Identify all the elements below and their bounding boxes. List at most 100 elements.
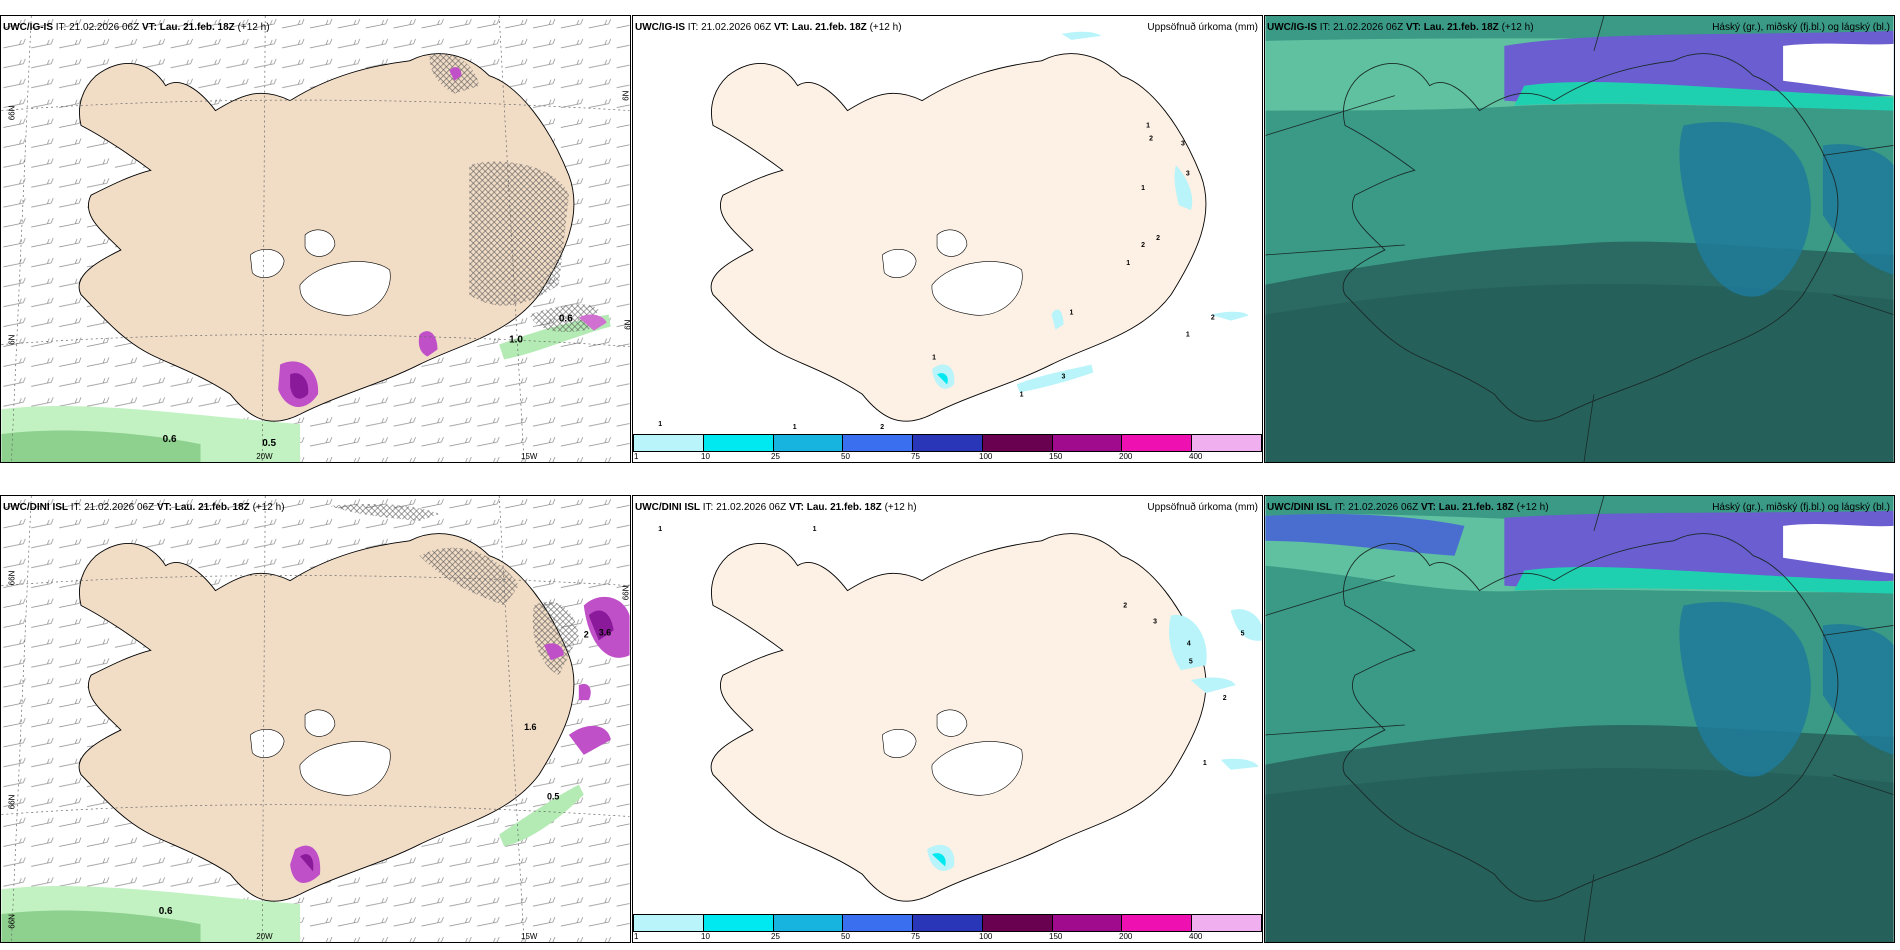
precip-label: 0.6 xyxy=(159,906,173,917)
precip-value: 2 xyxy=(1141,242,1145,249)
precip-label: 0.6 xyxy=(163,434,177,445)
precip-value: 5 xyxy=(1189,658,1193,665)
panel-title: UWC/IG-IS IT: 21.02.2026 06Z VT: Lau. 21… xyxy=(635,22,902,33)
legend-swatch xyxy=(982,435,1053,451)
legend-label: 50 xyxy=(841,932,850,941)
panel-precip-top: UWC/IG-IS IT: 21.02.2026 06Z VT: Lau. 21… xyxy=(632,15,1263,463)
precip-label: 0.5 xyxy=(262,438,276,449)
panel-wind-top: UWC/IG-IS IT: 21.02.2026 06Z VT: Lau. 21… xyxy=(0,15,631,463)
legend-label: 100 xyxy=(979,452,993,461)
precip-value: 2 xyxy=(1211,315,1215,322)
legend-label: 1 xyxy=(634,932,639,941)
panel-title: UWC/IG-IS IT: 21.02.2026 06Z VT: Lau. 21… xyxy=(3,22,270,33)
legend-swatch xyxy=(703,915,774,931)
precip-value: 2 xyxy=(1156,235,1160,242)
wind-map: 0.6 2 3.6 1.6 0.5 N99 N99 N99 N99 20W 15… xyxy=(1,496,630,942)
legend-swatch xyxy=(982,915,1053,931)
precip-map: 1 2 3 3 1 2 2 1 1 2 1 1 1 3 1 1 2 xyxy=(633,16,1262,462)
legend-label: 75 xyxy=(911,452,920,461)
precip-value: 1 xyxy=(1186,332,1190,339)
legend-swatch xyxy=(1122,435,1193,451)
cloud-map xyxy=(1265,16,1894,462)
panel-precip-bottom: UWC/DINI ISL IT: 21.02.2026 06Z VT: Lau.… xyxy=(632,495,1263,943)
cloud-map xyxy=(1265,496,1894,942)
legend-swatch xyxy=(843,915,914,931)
legend-swatch xyxy=(634,915,704,931)
lon-label: 15W xyxy=(521,932,538,941)
legend-label: 150 xyxy=(1049,452,1063,461)
legend-swatch xyxy=(773,435,844,451)
legend-label: 50 xyxy=(841,452,850,461)
precip-value: 1 xyxy=(1141,185,1145,192)
lon-label: 20W xyxy=(256,452,273,461)
wind-map: 0.6 0.5 1.0 0.6 N99 N9 N9 N9 20W 15W xyxy=(1,16,630,462)
panel-subtitle: Háský (gr.), miðský (fj.bl.) og lágský (… xyxy=(1712,502,1890,513)
legend-label: 400 xyxy=(1189,932,1203,941)
precip-value: 2 xyxy=(1149,135,1153,142)
precip-value: 1 xyxy=(813,526,817,533)
precip-legend: 1 10 25 50 75 100 150 200 400 xyxy=(633,914,1262,942)
precip-value: 1 xyxy=(658,421,662,428)
precip-value: 1 xyxy=(1203,760,1207,767)
legend-label: 400 xyxy=(1189,452,1203,461)
precip-value: 2 xyxy=(880,424,884,431)
lat-label: N99 xyxy=(6,914,15,929)
precip-label: 1.0 xyxy=(509,335,523,346)
legend-swatch xyxy=(1122,915,1193,931)
lat-label: N9 xyxy=(623,320,630,331)
precip-value: 1 xyxy=(658,526,662,533)
legend-swatch xyxy=(1052,435,1123,451)
legend-label: 150 xyxy=(1049,932,1063,941)
precip-value: 1 xyxy=(1146,123,1150,130)
precip-value: 1 xyxy=(793,424,797,431)
precip-value: 1 xyxy=(1126,260,1130,267)
legend-swatch xyxy=(634,435,704,451)
legend-label: 200 xyxy=(1119,452,1133,461)
legend-label: 10 xyxy=(701,452,710,461)
panel-subtitle: Uppsöfnuð úrkoma (mm) xyxy=(1147,22,1258,33)
precip-value: 1 xyxy=(1020,391,1024,398)
precip-value: 3 xyxy=(1061,373,1065,380)
panel-title: UWC/DINI ISL IT: 21.02.2026 06Z VT: Lau.… xyxy=(635,502,917,513)
panel-title: UWC/IG-IS IT: 21.02.2026 06Z VT: Lau. 21… xyxy=(1267,22,1534,33)
panel-cloud-bottom: UWC/DINI ISL IT: 21.02.2026 06Z VT: Lau.… xyxy=(1264,495,1895,943)
legend-swatch xyxy=(1192,915,1262,931)
legend-label: 100 xyxy=(979,932,993,941)
lat-label: N99 xyxy=(6,795,15,810)
precip-map: 1 1 2 3 4 5 5 2 1 xyxy=(633,496,1262,942)
panel-subtitle: Háský (gr.), miðský (fj.bl.) og lágský (… xyxy=(1712,22,1890,33)
legend-swatch xyxy=(773,915,844,931)
precip-value: 3 xyxy=(1153,618,1157,625)
panel-title: UWC/DINI ISL IT: 21.02.2026 06Z VT: Lau.… xyxy=(1267,502,1549,513)
legend-swatch xyxy=(913,915,983,931)
precip-value: 3 xyxy=(1181,140,1185,147)
lat-label: N99 xyxy=(621,586,630,601)
precip-value: 3 xyxy=(1186,170,1190,177)
precip-value: 1 xyxy=(932,354,936,361)
panel-title: UWC/DINI ISL IT: 21.02.2026 06Z VT: Lau.… xyxy=(3,502,285,513)
legend-label: 1 xyxy=(634,452,639,461)
precip-value: 4 xyxy=(1187,640,1191,647)
precip-label: 2 xyxy=(584,629,589,639)
panel-wind-bottom: UWC/DINI ISL IT: 21.02.2026 06Z VT: Lau.… xyxy=(0,495,631,943)
lat-label: N99 xyxy=(6,106,15,121)
legend-label: 25 xyxy=(771,452,780,461)
precip-label: 0.6 xyxy=(559,314,573,325)
lon-label: 20W xyxy=(256,932,273,941)
precip-value: 2 xyxy=(1123,603,1127,610)
legend-label: 75 xyxy=(911,932,920,941)
precip-value: 2 xyxy=(1223,695,1227,702)
legend-swatch xyxy=(843,435,914,451)
legend-label: 10 xyxy=(701,932,710,941)
legend-swatch xyxy=(913,435,983,451)
precip-legend: 1 10 25 50 75 100 150 200 400 xyxy=(633,434,1262,462)
panel-subtitle: Uppsöfnuð úrkoma (mm) xyxy=(1147,502,1258,513)
precip-value: 5 xyxy=(1241,630,1245,637)
precip-label: 0.5 xyxy=(547,792,559,802)
precip-label: 3.6 xyxy=(599,627,611,637)
legend-swatch xyxy=(703,435,774,451)
panel-cloud-top: UWC/IG-IS IT: 21.02.2026 06Z VT: Lau. 21… xyxy=(1264,15,1895,463)
legend-swatch xyxy=(1052,915,1123,931)
precip-value: 1 xyxy=(1069,310,1073,317)
legend-swatch xyxy=(1192,435,1262,451)
